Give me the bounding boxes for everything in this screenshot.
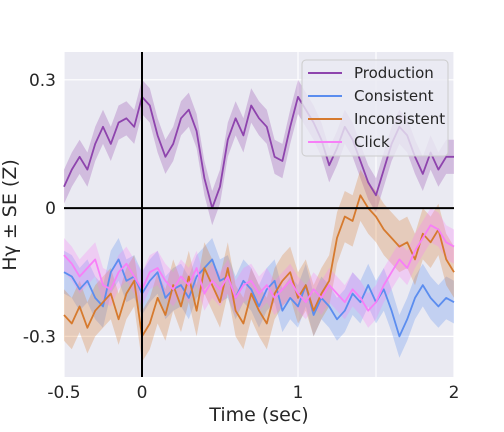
y-tick-label: -0.3	[23, 327, 56, 347]
series-line-1	[63, 258, 455, 338]
legend-label-3: Click	[354, 133, 390, 151]
legend: Production Consistent Inconsistent Click	[301, 59, 449, 157]
y-tick-label: 0.3	[29, 71, 56, 91]
legend-label-0: Production	[354, 64, 434, 82]
x-axis-label: Time (sec)	[208, 404, 308, 426]
x-tick-label: -0.5	[47, 383, 80, 403]
error-band-2	[64, 169, 454, 362]
series-line-3	[63, 224, 455, 312]
legend-label-1: Consistent	[354, 87, 434, 105]
legend-label-2: Inconsistent	[354, 110, 445, 128]
reference-lines	[64, 52, 454, 377]
x-tick-label: 1	[293, 383, 304, 403]
y-tick-label: 0	[45, 199, 56, 219]
x-tick-labels: -0.5 0 1 2	[47, 383, 459, 403]
series-line-2	[63, 194, 455, 338]
error-band-1	[64, 238, 454, 358]
legend-box	[301, 59, 449, 157]
y-axis-label: Hγ ± SE (Z)	[0, 159, 21, 270]
x-tick-label: 0	[137, 383, 148, 403]
y-tick-labels: 0.3 0 -0.3	[23, 71, 56, 348]
x-tick-label: 2	[449, 383, 460, 403]
error-band-0	[64, 79, 454, 226]
